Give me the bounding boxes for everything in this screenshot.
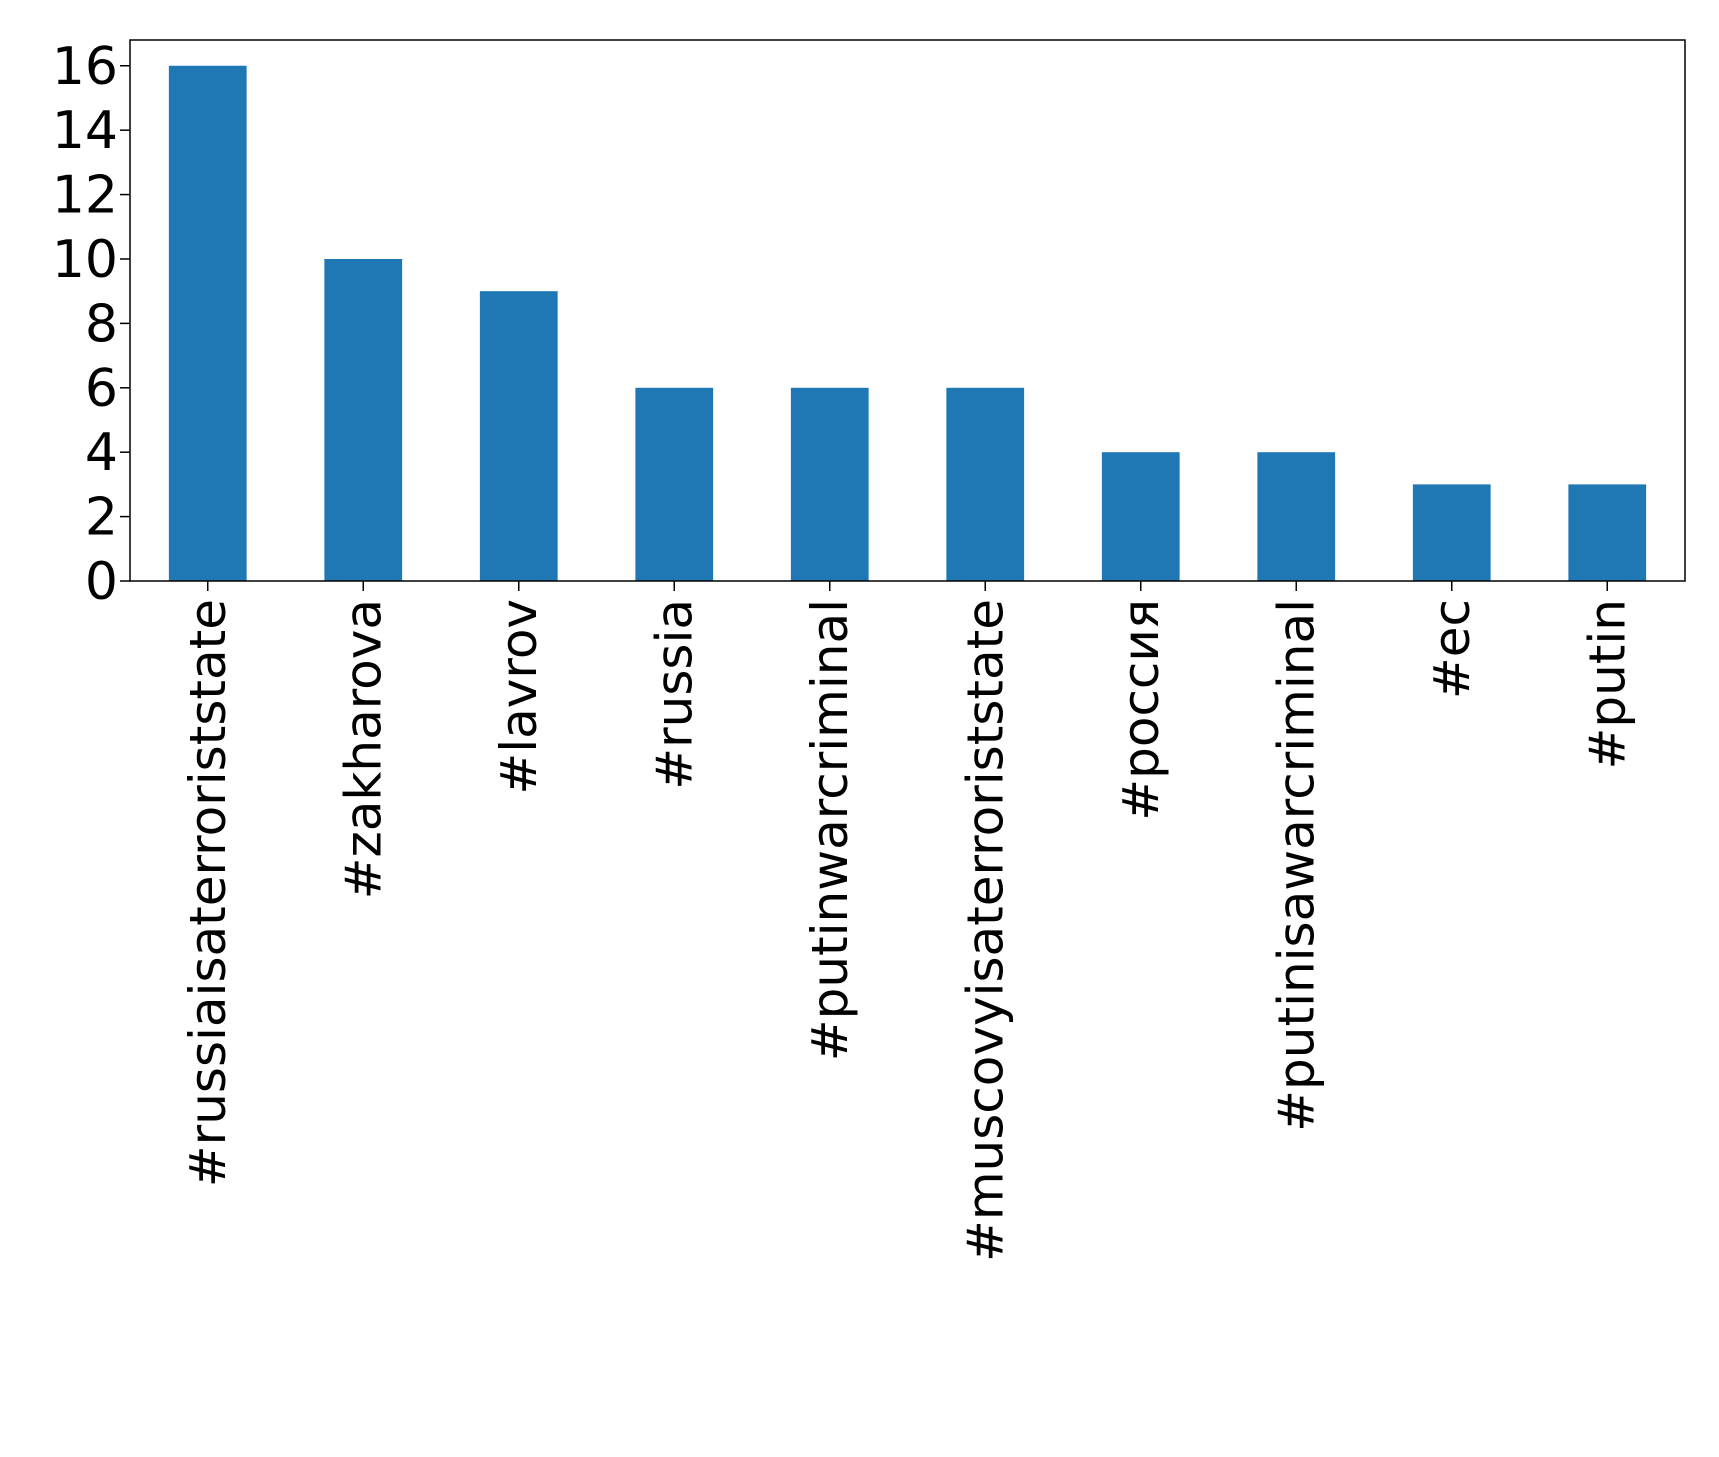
bars-layer	[168, 65, 1647, 581]
y-tick-label: 4	[85, 423, 118, 483]
bar-1	[324, 258, 403, 581]
x-category-label: #putinisawarcriminal	[1267, 599, 1325, 1132]
x-category-label: #zakharova	[334, 599, 392, 899]
x-category-label: #russia	[645, 599, 703, 790]
bar-3	[635, 387, 714, 581]
bar-6	[1101, 452, 1180, 581]
bar-0	[168, 65, 247, 581]
x-category-label: #russiaisaterroriststate	[179, 599, 237, 1187]
x-axis: #russiaisaterroriststate #zakharova #lavro…	[179, 581, 1636, 1262]
x-category-label: #россия	[1112, 599, 1170, 821]
bar-7	[1257, 452, 1336, 581]
y-tick-label: 8	[85, 294, 118, 354]
y-tick-label: 10	[52, 230, 118, 290]
y-tick-label: 2	[85, 488, 118, 548]
y-tick-label: 14	[52, 101, 118, 161]
x-category-label: #putinwarcriminal	[801, 599, 859, 1061]
x-category-label: #putin	[1578, 599, 1636, 770]
bar-5	[946, 387, 1025, 581]
y-tick-label: 6	[85, 359, 118, 419]
x-category-label: #ес	[1423, 599, 1481, 699]
bar-4	[790, 387, 869, 581]
y-tick-label: 12	[52, 166, 118, 226]
y-tick-label: 16	[52, 37, 118, 97]
plot-frame	[129, 39, 1686, 582]
bar-2	[479, 291, 558, 581]
y-tick-label: 0	[85, 552, 118, 612]
x-category-label: #muscovyisaterroriststate	[956, 599, 1014, 1262]
bar-9	[1568, 484, 1647, 581]
bar-8	[1412, 484, 1491, 581]
x-category-label: #lavrov	[490, 599, 548, 795]
